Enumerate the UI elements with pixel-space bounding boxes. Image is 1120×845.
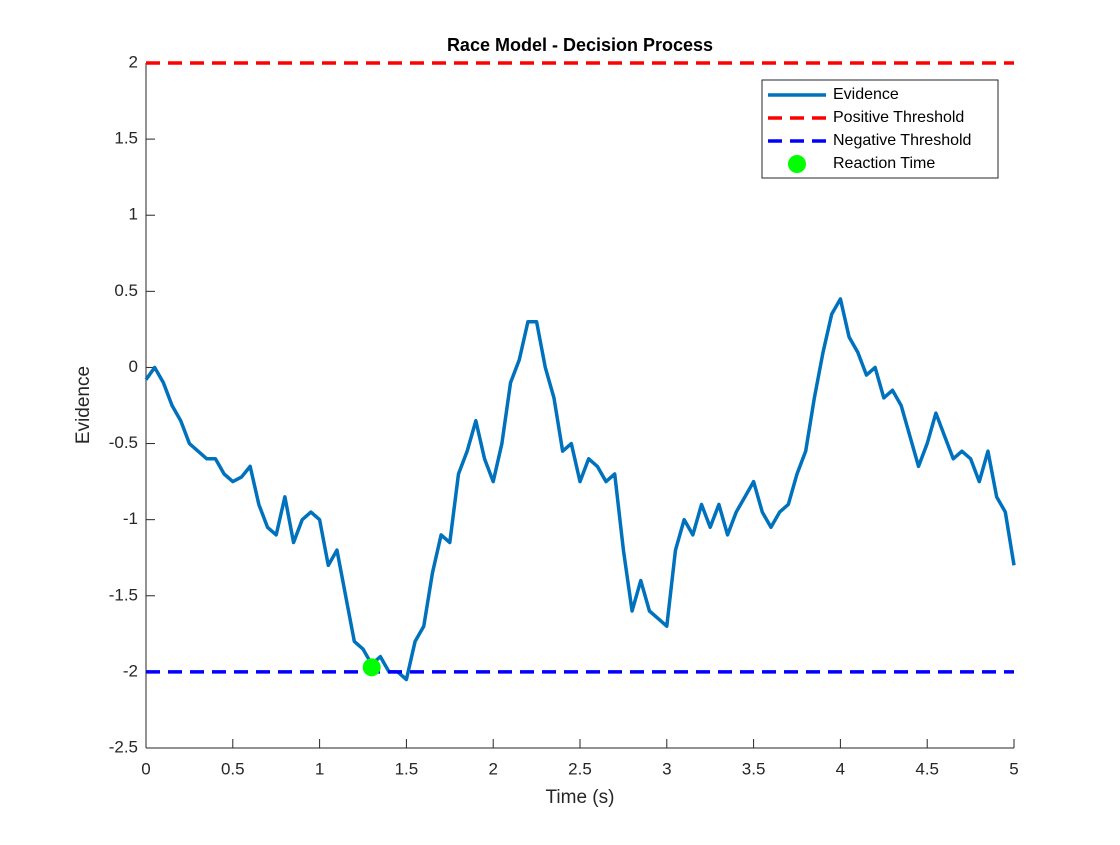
y-tick-label: 0 [129,357,138,376]
x-tick-label: 3 [662,759,671,778]
chart-title: Race Model - Decision Process [447,35,713,55]
data-line [144,297,1016,682]
y-tick-label: 2 [129,52,138,71]
x-tick-label: 4.5 [915,759,939,778]
x-tick-label: 5 [1009,759,1018,778]
y-tick-label: -0.5 [109,433,138,452]
legend-label: Reaction Time [833,155,935,172]
x-tick-label: 2 [488,759,497,778]
y-tick-label: -1 [123,509,138,528]
y-tick-label: 0.5 [114,281,138,300]
x-tick-label: 4 [836,759,845,778]
y-tick-label: -1.5 [109,585,138,604]
reaction-point [362,658,381,677]
x-tick-label: 2.5 [568,759,592,778]
legend-label: Evidence [833,86,899,103]
y-tick-label: 1 [129,205,138,224]
x-tick-label: 0 [141,759,150,778]
x-axis-label: Time (s) [546,787,615,808]
x-tick-label: 1.5 [395,759,419,778]
legend-label: Negative Threshold [833,132,971,149]
y-tick-label: -2 [123,661,138,680]
legend: Evidence Positive Threshold Negative Thres… [761,79,999,179]
y-axis-label: Evidence [73,366,94,444]
legend-label: Positive Threshold [833,109,964,126]
legend-marker [788,155,806,173]
x-tick-label: 0.5 [221,759,245,778]
x-tick-label: 1 [315,759,324,778]
y-tick-label: -2.5 [109,737,138,756]
x-tick-label: 3.5 [742,759,766,778]
y-tick-label: 1.5 [114,129,138,148]
